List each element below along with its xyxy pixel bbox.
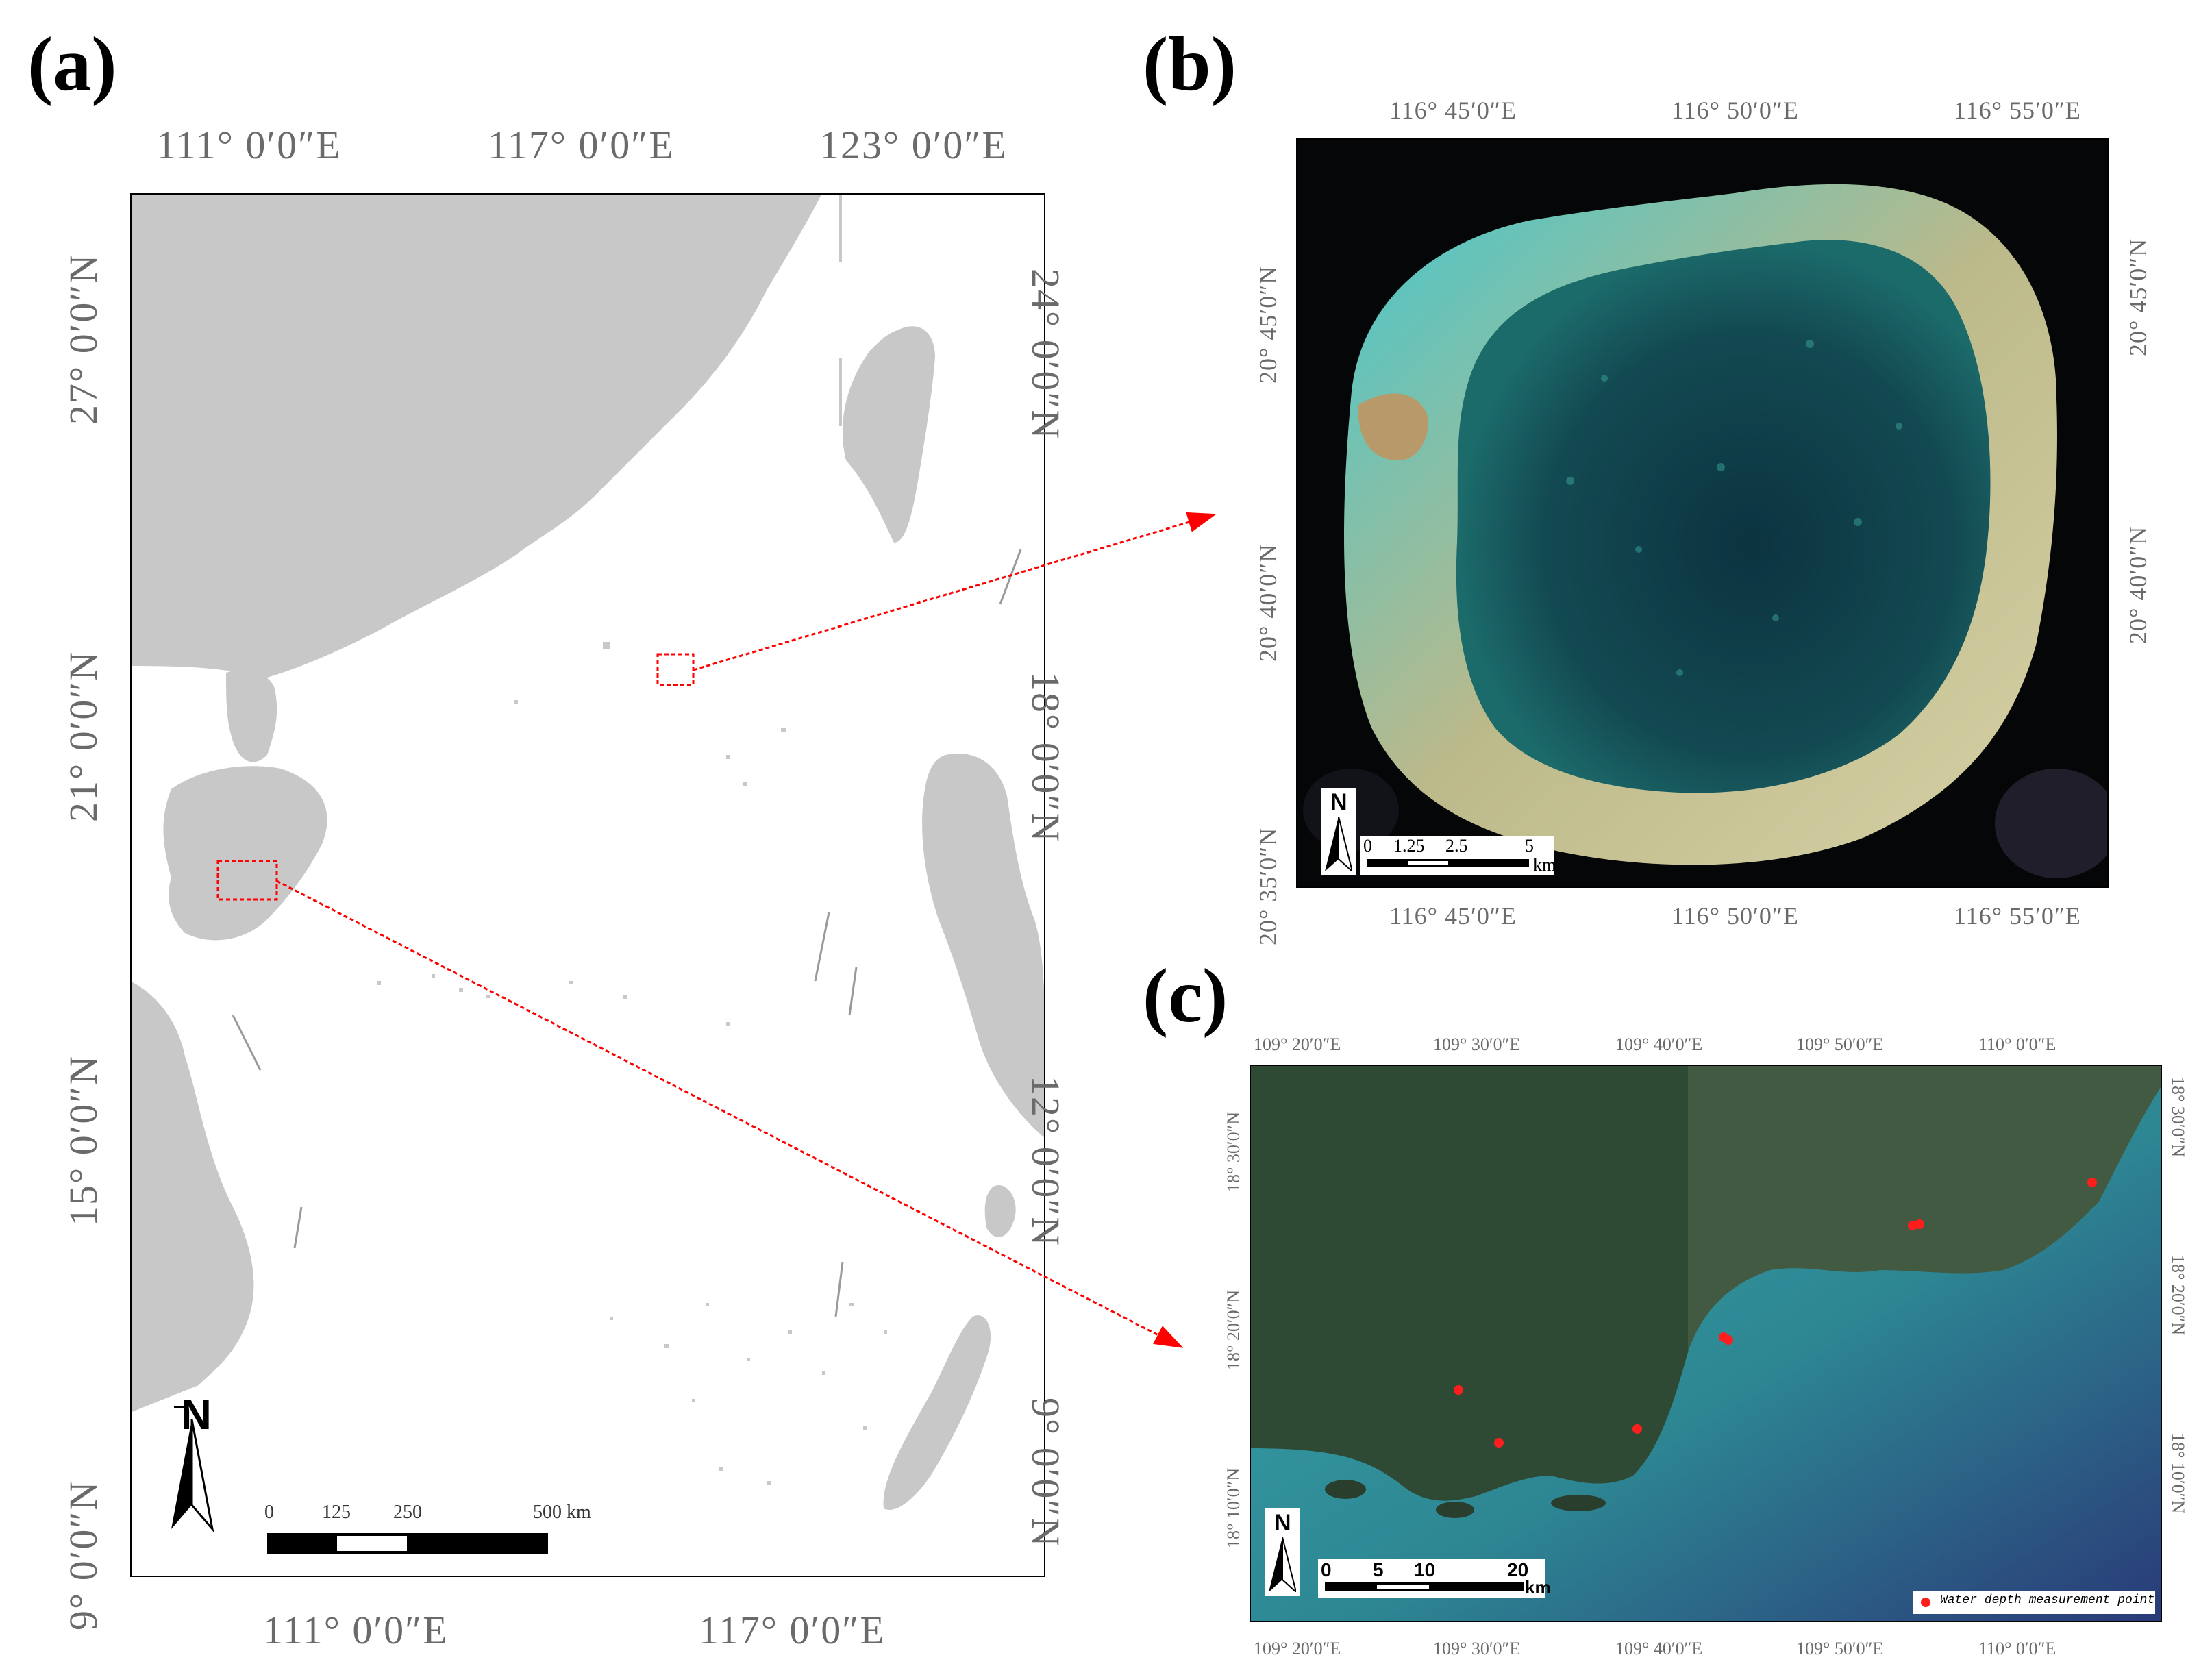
- a-bottom-lon-1: 117° 0′0″E: [699, 1608, 886, 1652]
- connector-arrow-c: [276, 880, 1184, 1348]
- c-left-lat-1: 18° 20′0″N: [1223, 1289, 1243, 1370]
- north-label-a: N: [181, 1391, 212, 1439]
- b-left-lat-0: 20° 45′0″N: [1254, 265, 1282, 384]
- scale-b-unit: km: [1533, 855, 1556, 875]
- map-c-frame: [1250, 1065, 2162, 1622]
- panel-label-a: (a): [27, 22, 117, 107]
- c-left-lat-0: 18° 30′0″N: [1223, 1111, 1243, 1192]
- c-bottom-lon-1: 109° 30′0″E: [1433, 1639, 1521, 1659]
- c-top-lon-3: 109° 50′0″E: [1796, 1034, 1884, 1054]
- north-label-c: N: [1274, 1510, 1291, 1536]
- c-bottom-lon-0: 109° 20′0″E: [1254, 1639, 1341, 1659]
- a-top-lon-0: 111° 0′0″E: [156, 123, 342, 167]
- frame-detail: [174, 1406, 188, 1408]
- scale-b-3: 5: [1525, 836, 1534, 856]
- legend-c: Water depth measurement point: [1913, 1591, 2155, 1614]
- c-left-lat-2: 18° 10′0″N: [1223, 1467, 1243, 1548]
- legend-dot-icon: [1921, 1598, 1930, 1607]
- scale-label-a-2: 250: [393, 1502, 422, 1523]
- measurement-points: [1454, 1178, 2097, 1448]
- north-label-b: N: [1330, 789, 1347, 815]
- scale-c-1: 5: [1373, 1559, 1384, 1580]
- b-bottom-lon-1: 116° 50′0″E: [1672, 902, 1799, 930]
- c-bottom-lon-4: 110° 0′0″E: [1978, 1639, 2056, 1659]
- north-arrow-icon: [1269, 1537, 1296, 1592]
- b-right-lat-0: 20° 45′0″N: [2124, 238, 2152, 356]
- scale-c-2: 10: [1414, 1559, 1436, 1580]
- map-b-svg: [1303, 184, 2109, 878]
- inset-box-c: [216, 860, 278, 901]
- map-b: N 0 1.25 2.5 5 km: [1296, 138, 2109, 888]
- panel-label-b: (b): [1143, 22, 1237, 107]
- c-right-lat-1: 18° 20′0″N: [2168, 1255, 2188, 1336]
- b-left-lat-1: 20° 40′0″N: [1254, 543, 1282, 662]
- scale-bar-a: [267, 1533, 548, 1554]
- map-c-svg: [1250, 1065, 2162, 1622]
- scale-c-0: 0: [1321, 1559, 1332, 1580]
- scale-b-0: 0: [1363, 836, 1372, 856]
- b-right-lat-1: 20° 40′0″N: [2124, 525, 2152, 644]
- scale-label-a-0: 0: [264, 1502, 274, 1523]
- c-right-lat-0: 18° 30′0″N: [2168, 1077, 2188, 1158]
- scale-label-a-1: 125: [322, 1502, 351, 1523]
- b-left-lat-2: 20° 35′0″N: [1254, 827, 1282, 945]
- a-top-lon-1: 117° 0′0″E: [488, 123, 675, 167]
- c-right-lat-2: 18° 10′0″N: [2168, 1433, 2188, 1514]
- c-top-lon-2: 109° 40′0″E: [1615, 1034, 1703, 1054]
- c-bottom-lon-2: 109° 40′0″E: [1615, 1639, 1703, 1659]
- b-top-lon-1: 116° 50′0″E: [1672, 97, 1799, 124]
- c-top-lon-4: 110° 0′0″E: [1978, 1034, 2056, 1054]
- b-top-lon-2: 116° 55′0″E: [1954, 97, 2081, 124]
- scale-b-1: 1.25: [1393, 836, 1425, 856]
- map-a: [110, 173, 1066, 1598]
- connector-arrow-b: [693, 512, 1217, 671]
- scale-bar-b: 0 1.25 2.5 5 km: [1360, 836, 1556, 875]
- map-a-svg: [110, 173, 1066, 1598]
- north-arrow-icon: [1325, 817, 1352, 871]
- scale-label-a-3: 500 km: [533, 1502, 591, 1523]
- legend-label: Water depth measurement point: [1940, 1593, 2155, 1607]
- scale-bar-c: 0 5 10 20 km: [1318, 1559, 1551, 1598]
- scale-c-3: 20: [1507, 1559, 1529, 1580]
- a-bottom-lon-0: 111° 0′0″E: [263, 1608, 449, 1652]
- scale-c-unit: km: [1525, 1577, 1551, 1598]
- c-bottom-lon-3: 109° 50′0″E: [1796, 1639, 1884, 1659]
- b-bottom-lon-2: 116° 55′0″E: [1954, 902, 2081, 930]
- b-bottom-lon-0: 116° 45′0″E: [1389, 902, 1517, 930]
- north-arrow-icon: [171, 1419, 214, 1533]
- c-top-lon-0: 109° 20′0″E: [1254, 1034, 1341, 1054]
- scale-b-2: 2.5: [1445, 836, 1468, 856]
- b-top-lon-0: 116° 45′0″E: [1389, 97, 1517, 124]
- c-top-lon-1: 109° 30′0″E: [1433, 1034, 1521, 1054]
- map-c: N 0 5 10 20 km Water depth measurement p…: [1250, 1065, 2162, 1622]
- a-top-lon-2: 123° 0′0″E: [819, 123, 1008, 167]
- panel-label-c: (c): [1143, 954, 1228, 1039]
- map-b-frame: [1296, 138, 2109, 888]
